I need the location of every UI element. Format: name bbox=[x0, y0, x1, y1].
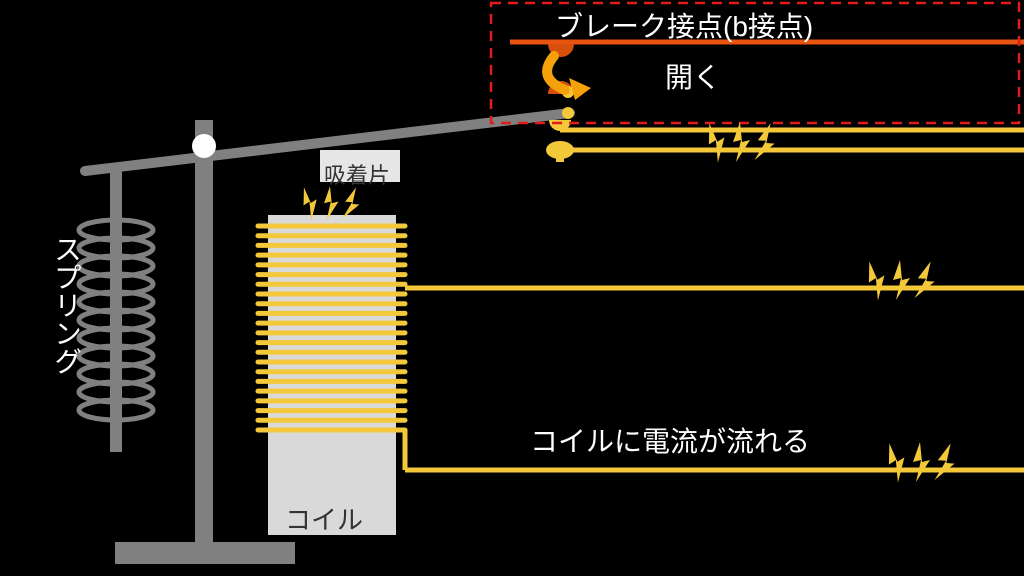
diagram-canvas bbox=[0, 0, 1024, 576]
spring-label: スプリング bbox=[46, 235, 86, 375]
open-label: 開く bbox=[665, 56, 721, 96]
armature-label: 吸着片 bbox=[324, 158, 390, 190]
coil-current-label: コイルに電流が流れる bbox=[530, 420, 810, 460]
break-contact-label: ブレーク接点(b接点) bbox=[555, 5, 813, 45]
coil-label: コイル bbox=[285, 500, 363, 537]
